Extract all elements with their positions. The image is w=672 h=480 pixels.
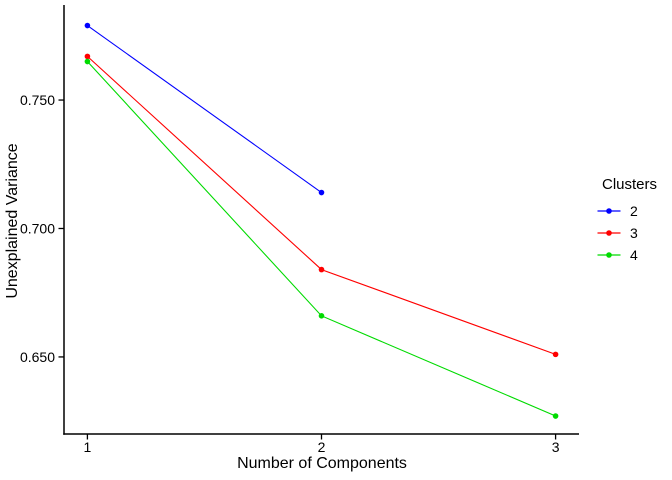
series-4-point	[318, 313, 325, 319]
legend-key-dot	[606, 208, 612, 214]
series-3-line	[87, 55, 556, 355]
legend-key-3	[597, 230, 621, 236]
y-tick-label: 0.700	[20, 220, 55, 236]
series-2-point	[318, 189, 325, 196]
series-3-point	[318, 266, 325, 273]
legend: Clusters 2 3 4	[597, 177, 657, 266]
series-4-point	[84, 58, 91, 65]
y-tick-label: 0.650	[20, 349, 55, 365]
series-3-point	[552, 351, 559, 358]
legend-item-2: 2	[597, 200, 657, 222]
series-3-point	[84, 53, 91, 60]
legend-key-2	[597, 208, 621, 214]
legend-item-3: 3	[597, 222, 657, 244]
legend-key-4	[597, 252, 621, 258]
series-2-line	[87, 25, 322, 193]
legend-item-label: 2	[630, 203, 638, 219]
legend-key-dot	[606, 252, 612, 258]
legend-items: 2 3 4	[597, 200, 657, 266]
x-tick-label: 2	[318, 439, 326, 455]
legend-item-label: 4	[630, 247, 638, 263]
legend-key-dot	[606, 230, 612, 236]
y-axis-title: Unexplained Variance	[4, 143, 21, 299]
legend-item-4: 4	[597, 244, 657, 266]
x-tick-label: 1	[84, 439, 92, 455]
series-2-point	[84, 22, 91, 29]
x-tick-label: 3	[552, 439, 560, 455]
legend-item-label: 3	[630, 225, 638, 241]
legend-title: Clusters	[602, 176, 658, 193]
x-axis-title: Number of Components	[237, 455, 407, 472]
series-4-line	[87, 61, 556, 417]
series-4-point	[552, 413, 559, 419]
y-tick-label: 0.750	[20, 92, 55, 108]
